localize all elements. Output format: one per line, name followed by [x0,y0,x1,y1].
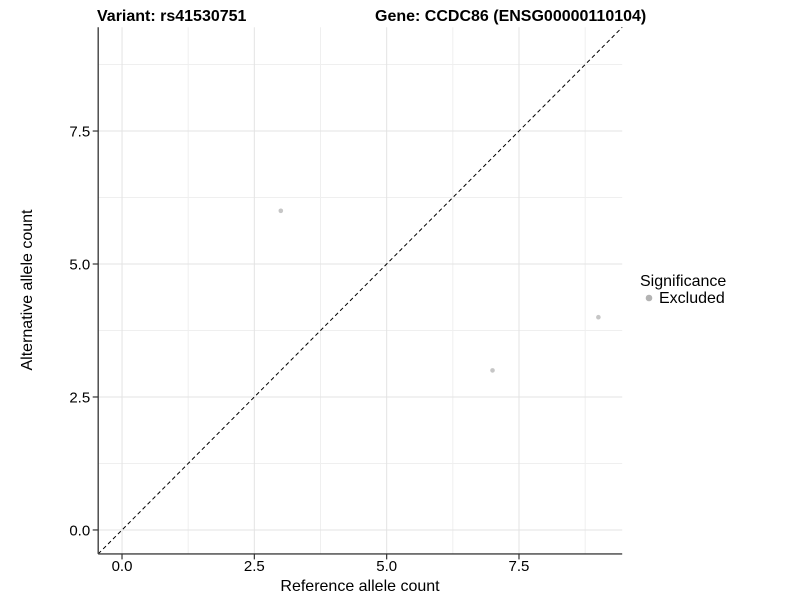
x-tick-label: 7.5 [509,558,530,575]
reference-line-layer [97,26,623,555]
data-point [596,314,601,320]
axis-layer: 0.0 2.5 5.0 7.5 0.0 2.5 5.0 7.5 [69,27,623,575]
legend-title: Significance [640,273,726,290]
data-point [278,208,284,214]
plot-title-variant: Variant: rs41530751 [97,8,247,25]
x-axis-title: Reference allele count [280,578,440,595]
legend-item-label: Excluded [659,290,725,307]
identity-line [97,26,623,555]
x-tick-label: 0.0 [112,558,133,575]
plot-title-gene: Gene: CCDC86 (ENSG00000110104) [375,8,646,25]
x-tick-label: 5.0 [376,558,397,575]
y-tick-label: 7.5 [69,124,90,141]
grid-layer [98,27,623,554]
y-tick-label: 5.0 [69,257,90,274]
data-points-layer [278,208,601,373]
y-tick-label: 0.0 [69,522,90,539]
y-axis-title: Alternative allele count [19,209,36,371]
x-tick-label: 2.5 [244,558,265,575]
legend-item-excluded: Excluded [645,290,725,307]
legend-point-icon [645,294,653,302]
legend: Significance Excluded [640,273,726,307]
y-tick-label: 2.5 [69,389,90,406]
data-point [490,368,495,373]
